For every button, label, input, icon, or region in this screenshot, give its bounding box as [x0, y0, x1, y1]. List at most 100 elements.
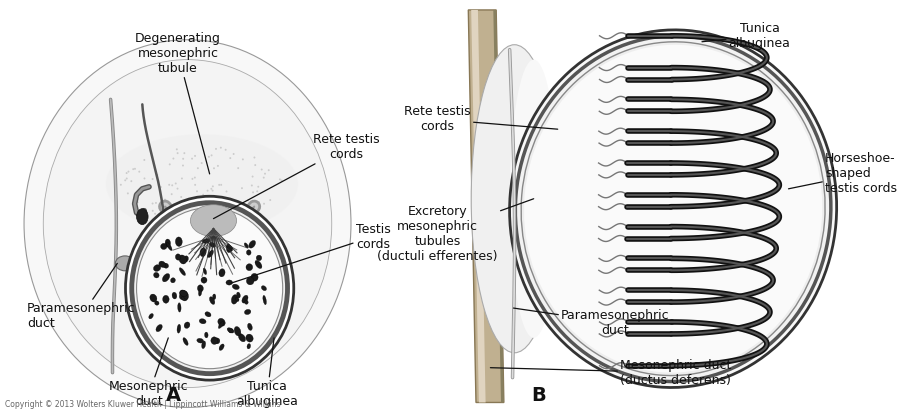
Ellipse shape	[183, 338, 188, 345]
Ellipse shape	[137, 209, 148, 225]
Text: A: A	[166, 386, 180, 405]
Text: Testis
cords: Testis cords	[231, 222, 390, 283]
Ellipse shape	[183, 291, 188, 299]
Ellipse shape	[169, 164, 170, 165]
Ellipse shape	[261, 286, 266, 290]
Ellipse shape	[131, 203, 287, 374]
Ellipse shape	[521, 42, 825, 376]
Text: Tunica
albuginea: Tunica albuginea	[702, 22, 791, 50]
Ellipse shape	[155, 301, 159, 305]
Ellipse shape	[159, 186, 162, 188]
Ellipse shape	[209, 297, 215, 305]
Ellipse shape	[256, 255, 262, 261]
Ellipse shape	[516, 36, 831, 381]
Ellipse shape	[246, 277, 254, 285]
Ellipse shape	[209, 242, 216, 247]
Ellipse shape	[207, 250, 214, 257]
Ellipse shape	[226, 206, 228, 208]
Ellipse shape	[168, 212, 169, 214]
Ellipse shape	[172, 158, 174, 159]
Ellipse shape	[217, 165, 219, 167]
Ellipse shape	[132, 168, 134, 170]
Ellipse shape	[205, 312, 211, 317]
Text: Mesonephric
duct: Mesonephric duct	[110, 338, 188, 408]
Ellipse shape	[227, 328, 234, 333]
Ellipse shape	[199, 319, 206, 324]
Ellipse shape	[170, 193, 173, 195]
Ellipse shape	[127, 193, 129, 194]
Text: Rete testis
cords: Rete testis cords	[404, 105, 558, 133]
Ellipse shape	[249, 240, 255, 248]
Ellipse shape	[130, 180, 132, 182]
Ellipse shape	[201, 277, 207, 283]
Ellipse shape	[236, 292, 240, 298]
Ellipse shape	[238, 334, 246, 342]
Ellipse shape	[241, 187, 243, 189]
Ellipse shape	[257, 186, 259, 188]
Ellipse shape	[220, 146, 222, 149]
Ellipse shape	[177, 188, 178, 190]
Ellipse shape	[143, 159, 145, 161]
Ellipse shape	[268, 169, 270, 171]
Ellipse shape	[128, 171, 130, 173]
Ellipse shape	[218, 184, 220, 186]
Ellipse shape	[217, 213, 219, 215]
Ellipse shape	[208, 207, 211, 209]
Ellipse shape	[202, 341, 206, 349]
Ellipse shape	[214, 338, 220, 344]
Ellipse shape	[229, 157, 231, 159]
Text: Rete testis
cords: Rete testis cords	[214, 133, 380, 219]
Ellipse shape	[247, 209, 249, 211]
Ellipse shape	[175, 183, 177, 184]
Ellipse shape	[225, 149, 226, 151]
Ellipse shape	[211, 337, 217, 344]
Ellipse shape	[156, 325, 162, 332]
Ellipse shape	[143, 178, 146, 179]
Ellipse shape	[197, 167, 198, 169]
Ellipse shape	[256, 190, 258, 192]
Ellipse shape	[213, 167, 215, 169]
Ellipse shape	[246, 264, 253, 271]
Ellipse shape	[232, 284, 239, 290]
Ellipse shape	[167, 242, 172, 251]
Polygon shape	[471, 10, 486, 403]
Ellipse shape	[226, 190, 227, 193]
Ellipse shape	[163, 295, 169, 303]
Ellipse shape	[227, 245, 233, 251]
Ellipse shape	[245, 300, 248, 304]
Ellipse shape	[226, 280, 233, 285]
Ellipse shape	[154, 213, 156, 215]
Ellipse shape	[264, 173, 266, 175]
Ellipse shape	[151, 178, 153, 180]
Ellipse shape	[210, 188, 212, 190]
Ellipse shape	[178, 205, 179, 207]
Ellipse shape	[217, 318, 226, 326]
Ellipse shape	[246, 334, 253, 342]
Ellipse shape	[210, 154, 213, 156]
Ellipse shape	[220, 184, 222, 186]
Ellipse shape	[177, 202, 178, 204]
Ellipse shape	[255, 164, 256, 166]
Ellipse shape	[202, 239, 210, 243]
Ellipse shape	[177, 152, 178, 154]
Text: Horseshoe-
shaped
testis cords: Horseshoe- shaped testis cords	[788, 152, 897, 195]
Ellipse shape	[170, 278, 176, 283]
Text: Mesonephric duct
(ductus deferens): Mesonephric duct (ductus deferens)	[490, 359, 732, 387]
Ellipse shape	[213, 294, 216, 300]
Ellipse shape	[247, 323, 252, 330]
Ellipse shape	[198, 285, 203, 292]
Text: Degenerating
mesonephric
tubule: Degenerating mesonephric tubule	[135, 32, 221, 174]
Ellipse shape	[179, 294, 187, 300]
Ellipse shape	[126, 196, 294, 380]
Ellipse shape	[190, 205, 236, 237]
Ellipse shape	[471, 45, 558, 353]
Ellipse shape	[165, 239, 170, 247]
Ellipse shape	[159, 261, 166, 268]
Ellipse shape	[183, 256, 188, 262]
Ellipse shape	[263, 203, 265, 205]
Ellipse shape	[179, 255, 187, 264]
Ellipse shape	[219, 344, 224, 350]
Ellipse shape	[242, 159, 244, 160]
Ellipse shape	[182, 158, 184, 160]
Ellipse shape	[252, 176, 254, 178]
